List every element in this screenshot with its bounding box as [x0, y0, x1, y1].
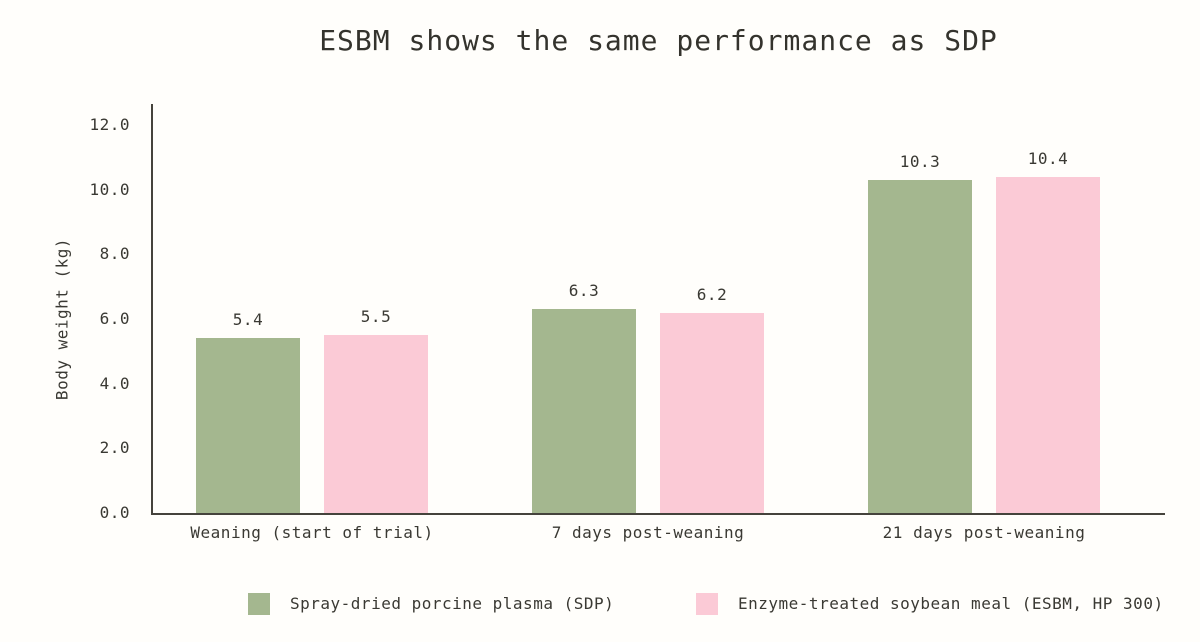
y-axis-line: [151, 104, 153, 515]
bar: [660, 312, 764, 513]
legend-label: Spray-dried porcine plasma (SDP): [290, 594, 615, 613]
legend-label: Enzyme-treated soybean meal (ESBM, HP 30…: [738, 594, 1164, 613]
bar: [324, 335, 428, 513]
x-tick-label: Weaning (start of trial): [190, 523, 434, 542]
legend-swatch: [248, 593, 270, 615]
y-tick-label: 2.0: [99, 438, 130, 458]
bar-value-label: 5.5: [360, 307, 392, 327]
bar-value-label: 6.2: [696, 284, 728, 304]
legend-swatch: [696, 593, 718, 615]
y-tick-label: 4.0: [99, 373, 130, 393]
bar: [996, 176, 1100, 513]
bar: [196, 338, 300, 513]
bar-value-label: 10.4: [1027, 148, 1069, 168]
y-tick-label: 0.0: [99, 503, 130, 522]
y-tick-label: 10.0: [89, 179, 130, 199]
x-axis-line: [151, 513, 1165, 515]
chart-title: ESBM shows the same performance as SDP: [319, 24, 998, 57]
legend-item: Enzyme-treated soybean meal (ESBM, HP 30…: [696, 593, 1164, 615]
bar-value-label: 5.4: [232, 310, 264, 330]
x-tick-label: 7 days post-weaning: [551, 523, 745, 542]
y-tick-label: 8.0: [99, 244, 130, 264]
bar: [532, 309, 636, 513]
bar-value-label: 10.3: [899, 151, 941, 171]
bar-value-label: 6.3: [568, 281, 600, 301]
legend-item: Spray-dried porcine plasma (SDP): [248, 593, 614, 615]
y-tick-label: 12.0: [89, 115, 130, 134]
bar: [868, 179, 972, 513]
y-tick-label: 6.0: [99, 309, 130, 328]
x-tick-label: 21 days post-weaning: [882, 523, 1086, 542]
